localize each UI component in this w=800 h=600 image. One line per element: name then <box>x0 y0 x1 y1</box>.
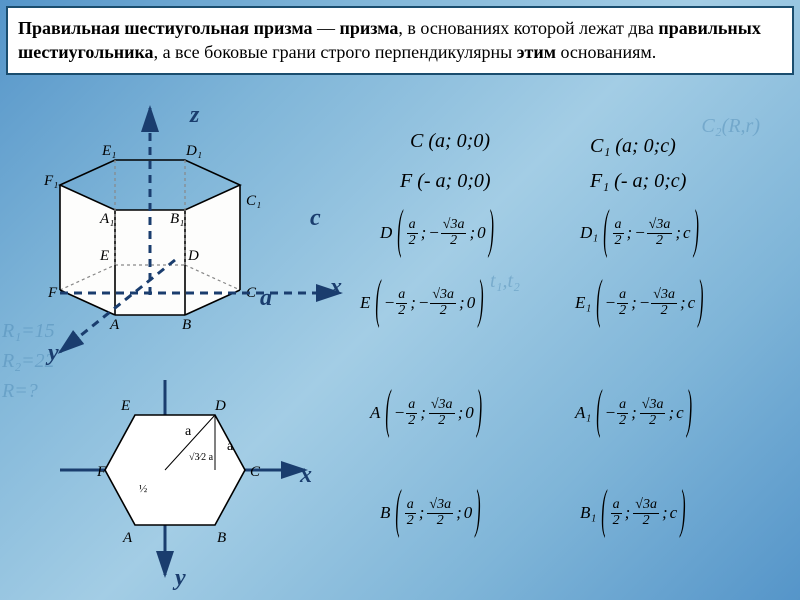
coord-C: C (a; 0;0) <box>410 130 490 153</box>
svg-text:C: C <box>250 464 261 480</box>
label-A1: A₁ <box>99 211 114 227</box>
dim-c: c <box>310 205 321 232</box>
svg-text:a: a <box>227 439 234 454</box>
coord-C1: C₁ (a; 0;c) <box>590 135 676 158</box>
coord-F: F (- a; 0;0) <box>400 170 491 193</box>
label-B1: B₁ <box>170 211 184 227</box>
svg-text:½: ½ <box>139 483 147 495</box>
label-A: A <box>109 317 120 330</box>
svg-text:F: F <box>96 464 107 480</box>
label-D1: D₁ <box>185 143 202 159</box>
axis-y: y <box>48 340 59 367</box>
dim-a: a <box>260 285 272 312</box>
axis-z: z <box>190 102 199 129</box>
axis-x: x <box>330 274 342 301</box>
svg-text:B: B <box>217 530 226 546</box>
formula-A1: A₁(−a2;√3a2;c) <box>575 398 695 428</box>
formula-D: D(a2;−√3a2;0) <box>380 218 497 248</box>
coord-F1: F₁ (- a; 0;c) <box>590 170 686 193</box>
formula-B: B(a2;√3a2;0) <box>380 498 484 528</box>
label-E: E <box>99 248 109 264</box>
label-C1: C₁ <box>246 193 261 209</box>
prism-diagram: F A B C D E F₁ A₁ B₁ C₁ D₁ E₁ <box>20 115 300 330</box>
axis-x2: x <box>300 462 312 489</box>
label-C: C <box>246 285 257 301</box>
bg-decor: C₂(R,r) <box>701 115 760 138</box>
svg-text:a: a <box>185 424 192 439</box>
axis-y2: y <box>175 565 186 592</box>
label-F: F <box>47 285 58 301</box>
def-term4: этим <box>517 42 556 62</box>
formula-B1: B₁(a2;√3a2;c) <box>580 498 689 528</box>
definition-box: Правильная шестиугольная призма — призма… <box>6 6 794 75</box>
svg-text:E: E <box>120 398 130 414</box>
svg-text:D: D <box>214 398 226 414</box>
bg-decor: R=? <box>2 380 38 403</box>
formula-D1: D₁(a2;−√3a2;c) <box>580 218 702 248</box>
svg-text:A: A <box>122 530 133 546</box>
bg-decor: t₁,t₂ <box>490 270 520 293</box>
label-B: B <box>182 317 191 330</box>
label-D: D <box>187 248 199 264</box>
def-term1: Правильная шестиугольная призма <box>18 18 313 38</box>
svg-text:√3⁄2 a: √3⁄2 a <box>189 452 214 463</box>
formula-A: A(−a2;√3a2;0) <box>370 398 485 428</box>
label-E1: E₁ <box>101 143 116 159</box>
formula-E1: E₁(−a2;−√3a2;c) <box>575 288 707 318</box>
label-F1: F₁ <box>43 173 58 189</box>
hexagon-diagram: F E D C B A a a ½ √3⁄2 a <box>55 370 315 580</box>
def-term2: призма <box>340 18 399 38</box>
bg-decor: R₂=22 <box>2 350 55 373</box>
formula-E: E(−a2;−√3a2;0) <box>360 288 487 318</box>
